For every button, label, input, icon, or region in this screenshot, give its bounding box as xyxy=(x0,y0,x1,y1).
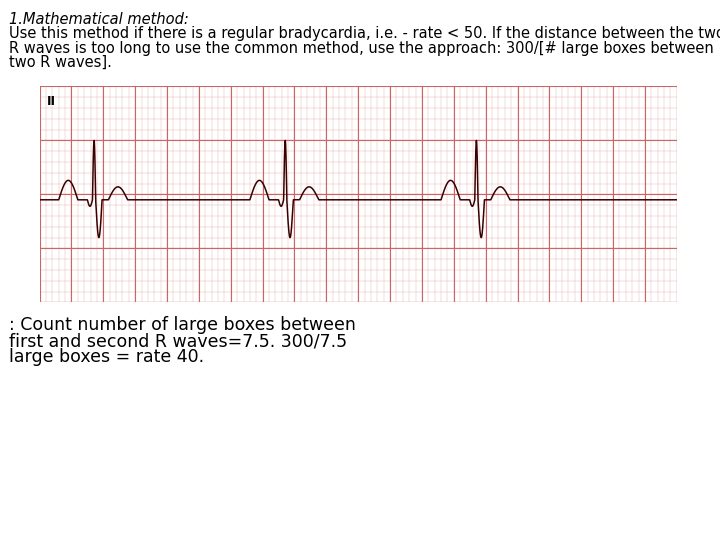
Text: II: II xyxy=(48,95,56,108)
Text: first and second R waves=7.5. 300/7.5: first and second R waves=7.5. 300/7.5 xyxy=(9,332,348,350)
Text: 1.Mathematical method:: 1.Mathematical method: xyxy=(9,12,189,27)
Text: large boxes = rate 40.: large boxes = rate 40. xyxy=(9,348,204,366)
Text: two R waves].: two R waves]. xyxy=(9,55,112,70)
Text: : Count number of large boxes between: : Count number of large boxes between xyxy=(9,316,356,334)
Text: Use this method if there is a regular bradycardia, i.e. - rate < 50. If the dist: Use this method if there is a regular br… xyxy=(9,26,720,41)
Text: R waves is too long to use the common method, use the approach: 300/[# large box: R waves is too long to use the common me… xyxy=(9,40,714,56)
